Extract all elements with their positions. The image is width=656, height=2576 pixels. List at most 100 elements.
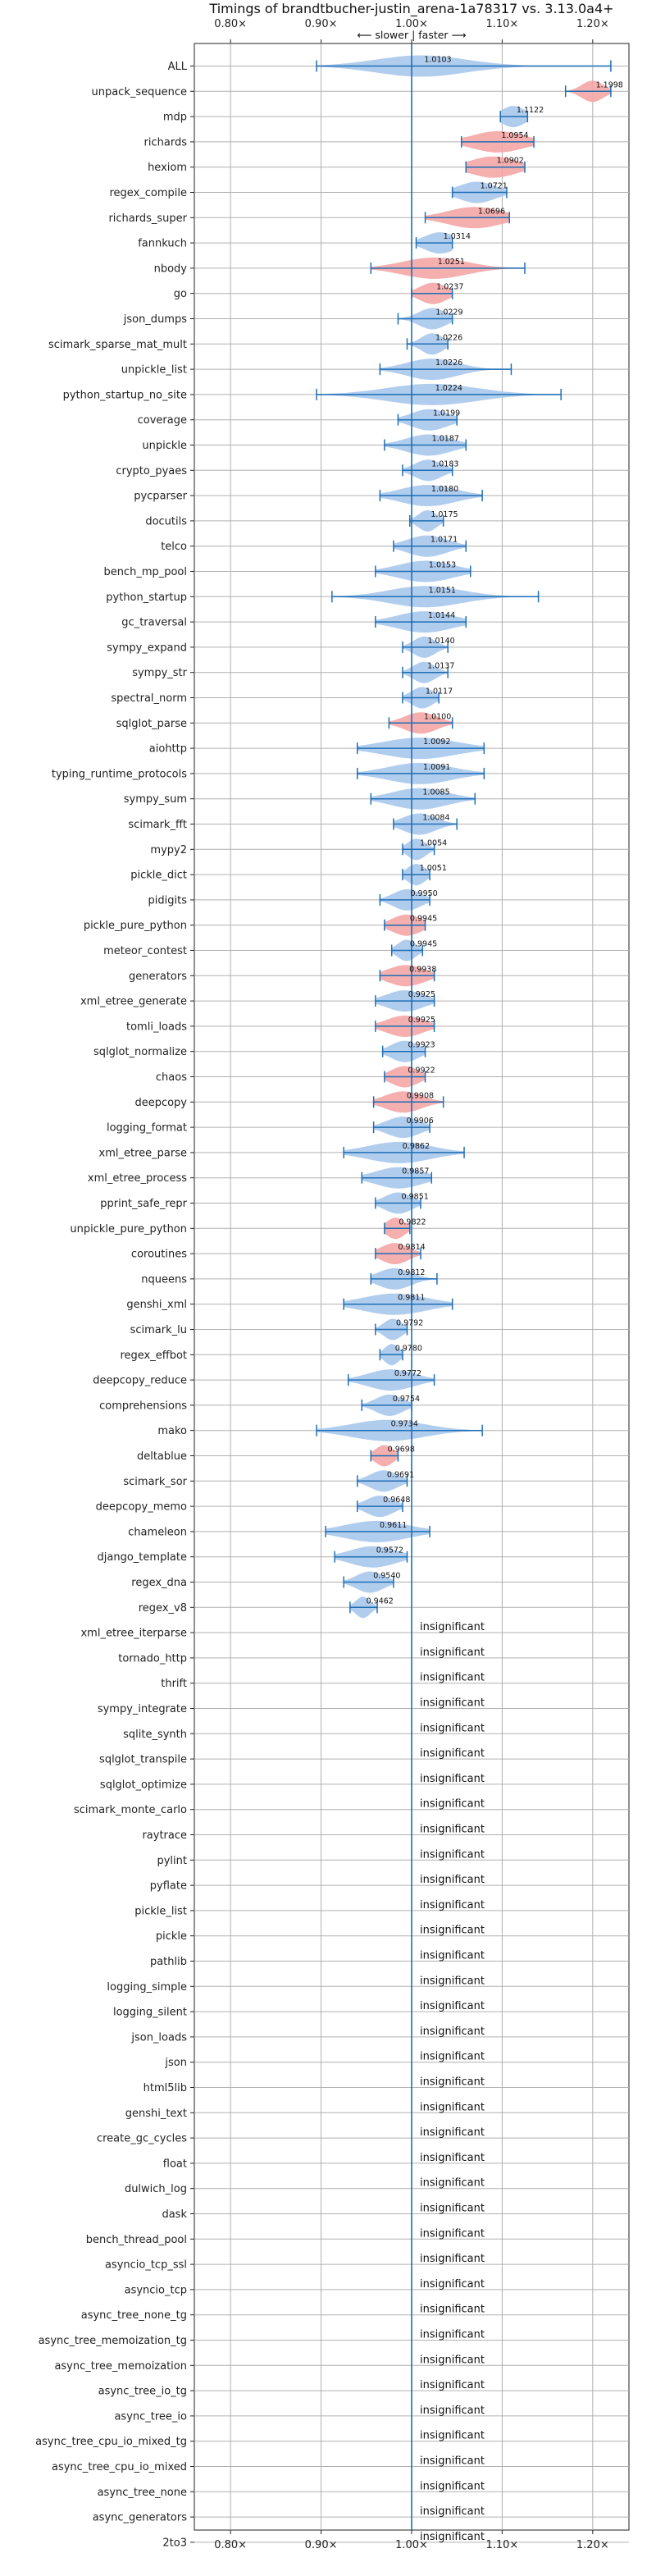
benchmark-label-regex-effbot: regex_effbot	[120, 1350, 187, 1362]
violin-layer	[316, 55, 612, 1619]
chart-title: Timings of brandtbucher-justin_arena-1a7…	[208, 1, 613, 17]
benchmark-label-django-template: django_template	[98, 1551, 187, 1564]
value-label-logging-format: 0.9906	[407, 1117, 434, 1126]
insignificant-label-async-tree-io-tg: insignificant	[420, 2379, 485, 2391]
insignificant-label-raytrace: insignificant	[420, 1824, 485, 1836]
value-label-sqlglot-parse: 1.0100	[424, 712, 451, 721]
benchmark-label-sympy-integrate: sympy_integrate	[98, 1703, 187, 1715]
benchmark-label-dask: dask	[162, 2208, 187, 2221]
benchmark-label-xml-etree-generate: xml_etree_generate	[80, 996, 187, 1008]
benchmark-label-richards-super: richards_super	[108, 212, 187, 225]
benchmark-label-sqlglot-transpile: sqlglot_transpile	[99, 1754, 187, 1766]
benchmark-label-async-tree-memoization-tg: async_tree_memoization_tg	[39, 2335, 187, 2347]
benchmark-label-async-tree-none-tg: async_tree_none_tg	[81, 2309, 187, 2322]
benchmark-label-deepcopy: deepcopy	[134, 1097, 187, 1109]
insignificant-label-json-loads: insignificant	[420, 2026, 485, 2038]
benchmark-label-float: float	[163, 2158, 187, 2170]
x-tick-label-top: 1.00×	[395, 18, 428, 30]
x-tick-label-top: 0.90×	[305, 18, 338, 30]
benchmark-label-async-tree-cpu-io-mixed: async_tree_cpu_io_mixed	[52, 2461, 187, 2473]
value-label-pickle-dict: 1.0051	[420, 864, 447, 873]
benchmark-label-pidigits: pidigits	[148, 894, 188, 907]
value-label-coroutines: 0.9814	[398, 1243, 425, 1252]
benchmark-label-meteor-contest: meteor_contest	[103, 945, 187, 957]
benchmark-label-sqlglot-optimize: sqlglot_optimize	[100, 1779, 187, 1791]
value-label-telco: 1.0171	[430, 536, 458, 545]
value-label-comprehensions: 0.9754	[393, 1395, 420, 1404]
x-tick-label-bottom: 1.10×	[485, 2539, 518, 2551]
benchmark-label-pickle-pure-python: pickle_pure_python	[84, 920, 187, 932]
x-tick-label-bottom: 1.20×	[576, 2539, 609, 2551]
value-label-pycparser: 1.0180	[431, 485, 458, 494]
insignificant-label-asyncio-tcp: insignificant	[420, 2278, 485, 2291]
x-tick-label-top: 0.80×	[214, 18, 247, 30]
insignificant-label-sqlite-synth: insignificant	[420, 1722, 485, 1734]
benchmark-label-pickle-list: pickle_list	[134, 1905, 187, 1917]
benchmark-label-telco: telco	[161, 541, 187, 553]
benchmark-label-async-tree-cpu-io-mixed-tg: async_tree_cpu_io_mixed_tg	[35, 2436, 187, 2448]
value-label-genshi-xml: 0.9811	[398, 1294, 425, 1303]
value-label-deltablue: 0.9698	[388, 1446, 415, 1455]
insignificant-label-pathlib: insignificant	[420, 1950, 485, 1962]
benchmark-label-pickle: pickle	[156, 1930, 187, 1943]
value-label-tomli-loads: 0.9925	[408, 1016, 435, 1025]
value-label-chaos: 0.9922	[408, 1066, 435, 1076]
value-label-spectral-norm: 1.0117	[426, 687, 453, 697]
value-label-xml-etree-process: 0.9857	[402, 1167, 429, 1176]
value-label-hexiom: 1.0902	[497, 157, 524, 166]
benchmark-label-mako: mako	[157, 1425, 187, 1437]
benchmark-label-fannkuch: fannkuch	[138, 238, 187, 250]
benchmark-label-logging-silent: logging_silent	[113, 2007, 187, 2019]
benchmark-label-json: json	[164, 2057, 187, 2069]
benchmark-label-asyncio-tcp-ssl: asyncio_tcp_ssl	[105, 2259, 187, 2272]
benchmark-label-deltablue: deltablue	[137, 1450, 187, 1463]
benchmark-label-crypto-pyaes: crypto_pyaes	[116, 465, 187, 477]
insignificant-label-async-tree-memoization-tg: insignificant	[420, 2329, 485, 2341]
value-label-scimark-sor: 0.9691	[387, 1470, 414, 1479]
benchmark-label-chaos: chaos	[156, 1071, 187, 1084]
benchmark-label-gc-traversal: gc_traversal	[121, 617, 187, 629]
insignificant-label-async-tree-none-tg: insignificant	[420, 2304, 485, 2316]
x-tick-label-top: 1.20×	[576, 18, 609, 30]
benchmark-label-go: go	[174, 288, 187, 300]
benchmark-label-raytrace: raytrace	[142, 1829, 187, 1842]
benchmark-label-generators: generators	[129, 971, 187, 983]
benchmark-label-xml-etree-iterparse: xml_etree_iterparse	[80, 1628, 187, 1640]
benchmark-label-coverage: coverage	[138, 414, 187, 427]
insignificant-label-dask: insignificant	[420, 2203, 485, 2215]
benchmark-label-async-tree-io-tg: async_tree_io_tg	[98, 2386, 187, 2398]
value-label-deepcopy-reduce: 0.9772	[394, 1369, 421, 1378]
value-label-regex-v8: 0.9462	[367, 1596, 394, 1605]
benchmark-label-thrift: thrift	[161, 1678, 187, 1690]
benchmark-label-typing-runtime-protocols: typing_runtime_protocols	[52, 768, 187, 780]
benchmark-label-spectral-norm: spectral_norm	[111, 692, 187, 705]
benchmark-label-python-startup: python_startup	[106, 591, 187, 604]
insignificant-label-async-tree-cpu-io-mixed-tg: insignificant	[420, 2430, 485, 2442]
insignificant-label-2to3: insignificant	[420, 2531, 485, 2543]
benchmark-label-asyncio-tcp: asyncio_tcp	[125, 2284, 187, 2296]
x-tick-label-bottom: 0.90×	[305, 2539, 338, 2551]
label-layer: 1.0103 1.1998 1.1122 1.0954 1.0902 1.0721 1.06…	[367, 56, 623, 2543]
benchmark-label-aiohttp: aiohttp	[149, 743, 187, 756]
benchmark-label-unpickle-list: unpickle_list	[121, 364, 187, 377]
benchmark-label-regex-dna: regex_dna	[131, 1577, 187, 1589]
insignificant-label-float: insignificant	[420, 2152, 485, 2164]
benchmark-label-unpack-sequence: unpack_sequence	[91, 86, 187, 98]
benchmark-label-sqlglot-parse: sqlglot_parse	[116, 718, 187, 730]
benchmark-label-logging-format: logging_format	[107, 1122, 187, 1135]
benchmark-label-xml-etree-process: xml_etree_process	[88, 1172, 187, 1185]
value-label-django-template: 0.9572	[376, 1546, 403, 1555]
value-label-sympy-str: 1.0137	[427, 662, 454, 671]
value-label-xml-etree-generate: 0.9925	[408, 990, 435, 999]
benchmark-label-scimark-monte-carlo: scimark_monte_carlo	[74, 1804, 187, 1816]
insignificant-label-async-generators: insignificant	[420, 2505, 485, 2518]
benchmark-label-json-dumps: json_dumps	[123, 313, 187, 326]
benchmark-label-deepcopy-memo: deepcopy_memo	[96, 1501, 187, 1514]
insignificant-label-thrift: insignificant	[420, 1672, 485, 1684]
value-label-bench-mp-pool: 1.0153	[429, 561, 456, 570]
value-label-richards: 1.0954	[501, 131, 528, 140]
value-label-regex-compile: 1.0721	[481, 182, 508, 191]
value-label-go: 1.0237	[436, 283, 463, 292]
benchmark-label-tornado-http: tornado_http	[118, 1652, 187, 1665]
value-label-mdp: 1.1122	[517, 106, 544, 115]
